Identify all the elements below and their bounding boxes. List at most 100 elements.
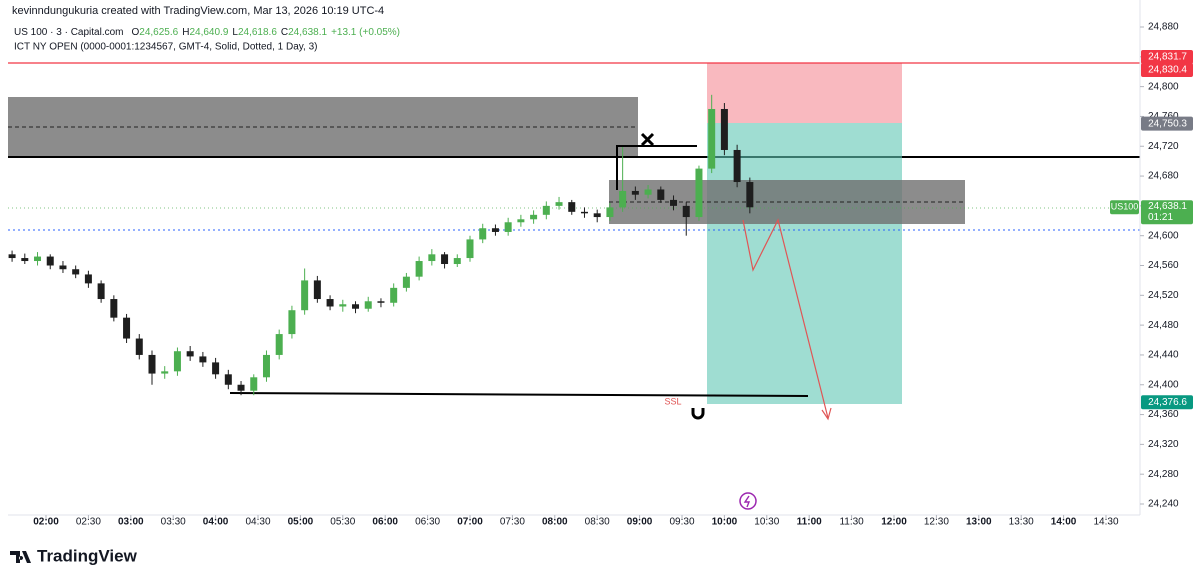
x-tick-label: 05:00 [288,517,314,528]
y-tick-label: 24,560 [1148,260,1179,271]
candles [8,94,754,396]
x-tick-label: 07:00 [457,517,483,528]
x-tick-label: 09:30 [669,517,694,528]
last-price-tag [1141,200,1193,225]
candle-body [479,228,487,240]
y-tick-label: 24,400 [1148,379,1179,390]
candle-body [491,228,499,232]
x-tick-label: 04:30 [245,517,270,528]
candle-body [84,274,92,284]
brand: TradingView [10,546,138,565]
x-tick-label: 02:00 [33,517,59,528]
candle-body [97,283,105,300]
price-tag [1141,116,1193,131]
candle-body [237,384,245,391]
x-tick-label: 10:00 [712,517,738,528]
candle-body [313,280,321,300]
candle-body [720,108,728,150]
legend-item: 24,618.6 [238,27,277,38]
legend-item: C [281,27,288,38]
stop-zone [707,63,902,123]
candle-body [657,189,665,200]
y-tick-label: 24,360 [1148,409,1179,420]
x-tick-label: 14:00 [1051,517,1077,528]
x-mark [640,132,655,147]
candle-body [644,189,652,195]
x-tick-label: 07:30 [500,517,525,528]
candle-body [59,265,67,270]
candle-body [695,168,703,218]
candle-body [301,280,309,311]
candle-body [364,301,372,309]
candle-body [161,371,169,374]
legend-item: L [232,27,238,38]
legend-item: +13.1 (+0.05%) [331,27,400,38]
candle-body [746,182,754,208]
candle-body [148,354,156,374]
y-tick-label: 24,320 [1148,439,1179,450]
candle-body [631,190,639,195]
candle-body [173,351,181,372]
x-tick-label: 05:30 [330,517,355,528]
candle-body [110,299,118,318]
x-tick-label: 09:00 [627,517,653,528]
legend-item: O [132,27,140,38]
candle-body [670,199,678,206]
y-tick-label: 24,240 [1148,499,1179,510]
price-tag-label: 24,750.3 [1148,118,1187,129]
candle-body [339,304,347,307]
price-tag [1141,62,1193,77]
symbol-tag [1110,200,1139,215]
candle-body [34,256,42,262]
price-tag-label: 24,831.7 [1148,52,1187,63]
y-tick-label: 24,880 [1148,22,1179,33]
candle-body [453,258,461,265]
candle-body [8,254,16,259]
x-tick-label: 14:30 [1093,517,1118,528]
legend-item: 24,640.9 [189,27,228,38]
candle-body [352,304,360,309]
candle-body [326,299,334,307]
magnet-icon [691,408,705,420]
candle-body [428,254,436,262]
x-tick-label: 12:30 [924,517,949,528]
candle-body [46,256,54,266]
candle-body [593,213,601,218]
candle-body [542,205,550,215]
candle-body [466,239,474,259]
x-tick-label: 08:30 [585,517,610,528]
attribution: kevinndungukuria created with TradingVie… [12,5,384,17]
x-tick-label: 11:00 [797,517,822,528]
last-price-label: 24,638.1 [1148,201,1187,212]
y-tick-label: 24,800 [1148,81,1179,92]
candle-body [530,214,538,220]
candle-body [72,269,80,275]
brand-name: TradingView [37,546,138,565]
candle-body [199,356,207,363]
x-tick-label: 03:30 [161,517,186,528]
candle-body [250,377,258,391]
x-tick-label: 06:00 [372,517,398,528]
arrow-head [821,407,832,421]
candle-body [224,374,232,385]
candle-body [682,205,690,218]
candle-body [186,351,194,357]
x-tick-label: 13:30 [1009,517,1034,528]
x-tick-label: 03:00 [118,517,144,528]
x-tick-label: 10:30 [754,517,779,528]
y-tick-label: 24,720 [1148,141,1179,152]
x-tick-label: 06:30 [415,517,440,528]
symbol-tag-label: US100 [1111,202,1139,212]
countdown: 01:21 [1148,212,1173,223]
legend-item: 24,625.6 [139,27,178,38]
symbol-legend: US 100 · 3 · Capital.com O24,625.6 H24,640… [14,27,400,38]
path-arrow [742,218,829,419]
candle-body [517,219,525,223]
candle-body [21,258,29,262]
candle-body [135,338,143,355]
x-tick-label: 04:00 [203,517,229,528]
y-tick-label: 24,480 [1148,320,1179,331]
candle-body [275,334,283,355]
x-tick-label: 02:30 [76,517,101,528]
y-tick-label: 24,520 [1148,290,1179,301]
